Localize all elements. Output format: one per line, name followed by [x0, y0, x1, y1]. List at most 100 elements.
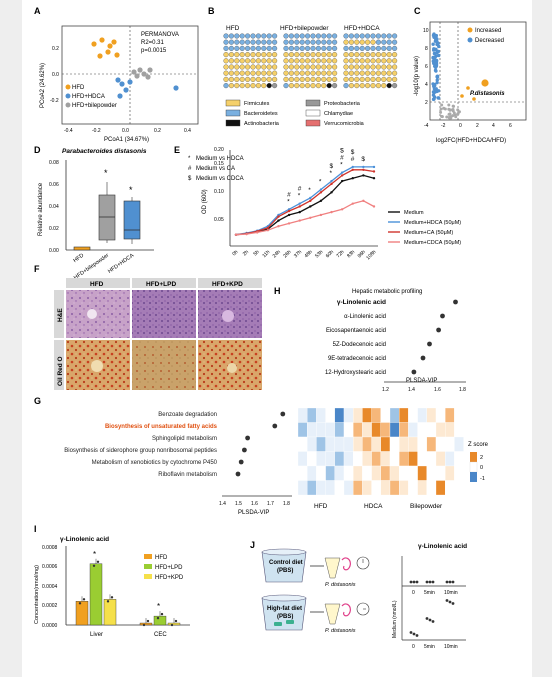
g-heat-cell: [426, 436, 437, 452]
g-heat-cell: [325, 465, 335, 481]
h-metabolite-label: 5Z-Dodecenoic acid: [333, 342, 386, 348]
e-ylabel: OD (600): [202, 189, 208, 214]
i-group-cec: CEC: [154, 632, 167, 638]
i-point: [92, 564, 96, 567]
p-distasonis-label: P.distasonis: [470, 91, 505, 97]
oro-vessel-kpd: [227, 363, 237, 373]
waffle-cell: [288, 76, 294, 82]
i-leg-3: HFD+KPD: [155, 575, 184, 581]
e-xtick: 24h: [272, 249, 282, 259]
j-hfd-point: [415, 634, 419, 637]
waffle-cell: [365, 33, 371, 39]
e-series-point: [330, 191, 333, 194]
waffle-cell: [250, 33, 256, 39]
volcano-point-decreased: [431, 55, 436, 60]
waffle-cell: [272, 83, 278, 89]
e-series-point: [340, 171, 344, 174]
c-xtick-1: -4: [424, 123, 429, 129]
g-heat-cell: [380, 451, 391, 467]
volcano-point-decreased: [436, 96, 440, 100]
waffle-cell: [359, 52, 365, 58]
e-series-point: [287, 208, 291, 211]
e-sym-3: $: [188, 176, 192, 182]
waffle-cell: [288, 70, 294, 76]
waffle-cell: [223, 83, 229, 89]
permanova-label: PERMANOVA: [141, 32, 179, 38]
e-series-legend: Medium Medium+HDCA (50μM) Medium+CA (50μ…: [388, 210, 461, 246]
g-heat-cell: [417, 436, 427, 452]
j-pellet-1: [274, 622, 282, 626]
g-heat-cell: [417, 465, 427, 481]
e-series-point: [287, 222, 291, 225]
waffle-cell: [294, 76, 300, 82]
volcano-point-decreased: [433, 39, 438, 43]
waffle-cell: [272, 52, 278, 58]
e-series-point: [330, 210, 333, 214]
waffle-cell: [294, 45, 300, 51]
waffle-cell: [326, 33, 332, 39]
waffle-cell: [272, 76, 278, 82]
g-heat-cell: [399, 407, 409, 423]
waffle-cell: [283, 76, 289, 82]
waffle-cell: [255, 33, 261, 39]
i-point: [174, 619, 178, 623]
volcano-point-decreased: [434, 59, 438, 64]
g-pathway-label: Metabolism of xenobiotics by cytochrome …: [92, 460, 218, 466]
waffle-cell: [370, 76, 376, 82]
legend-bile: HFD+bilepowder: [72, 103, 117, 109]
b-group-bile: HFD+bilepowder: [280, 25, 329, 32]
g-heat-cell: [371, 451, 381, 467]
e-series-point: [330, 182, 333, 186]
e-series-point: [351, 202, 354, 205]
panel-label-g: G: [34, 396, 41, 406]
i-point: [110, 596, 114, 599]
i-star: *: [93, 550, 96, 559]
g-xtick-3: 1.6: [251, 501, 258, 507]
g-heat-cell: [435, 407, 446, 423]
legend-decreased: Decreased: [475, 38, 504, 44]
waffle-cell: [305, 58, 311, 64]
waffle-cell: [305, 70, 311, 76]
g-heat-cell: [316, 465, 326, 481]
waffle-cell: [245, 58, 251, 64]
waffle-cell: [359, 83, 365, 89]
i-leg-swatch-2: [144, 564, 152, 569]
volcano-point-decreased: [432, 32, 436, 36]
i-point: [156, 616, 160, 620]
waffle-cell: [261, 70, 267, 76]
waffle-cell: [305, 52, 311, 58]
i-bar: [167, 622, 181, 626]
d-ytick-3: 0.04: [49, 204, 59, 210]
waffle-cell: [228, 33, 234, 39]
volcano-point-ns: [457, 110, 461, 114]
g-heat-cell: [417, 480, 427, 496]
i-ytick-5: 0.0008: [42, 545, 58, 551]
waffle-cell: [354, 70, 360, 76]
a-ytick-3: -0.2: [50, 98, 59, 104]
panel-c: C P.distasonis Increased Decreased -4 -2…: [414, 6, 527, 144]
waffle-cell: [310, 52, 316, 58]
g-heat-cell: [371, 465, 381, 481]
c-xtick-3: 0: [459, 123, 462, 129]
waffle-cell: [365, 70, 371, 76]
waffle-cell: [288, 39, 294, 45]
j-bacteria-2: [341, 603, 351, 617]
b-leg-swatch-3: [225, 119, 241, 127]
waffle-cell: [294, 70, 300, 76]
g-heat-cell: [417, 451, 427, 467]
waffle-cell: [326, 58, 332, 64]
g-heat-cell: [343, 436, 354, 452]
e-sig-2: Medium vs CA: [196, 166, 235, 172]
waffle-cell: [245, 70, 251, 76]
volcano-point-ns: [456, 108, 460, 112]
panel-label-c: C: [414, 6, 421, 16]
volcano-point-decreased: [431, 42, 435, 46]
a-xtick-2: -0.2: [92, 128, 101, 134]
g-heat-cell: [435, 480, 446, 496]
waffle-cell: [370, 70, 376, 76]
h-metabolite-label: 9E-tetradecenoic acid: [328, 356, 386, 362]
i-point: [160, 612, 164, 616]
j-tube-2: [324, 603, 341, 625]
h-metabolite-labels: γ-Linolenic acid α-Linolenic acid Eicosape…: [325, 299, 386, 376]
volcano-point-decreased: [436, 49, 441, 54]
